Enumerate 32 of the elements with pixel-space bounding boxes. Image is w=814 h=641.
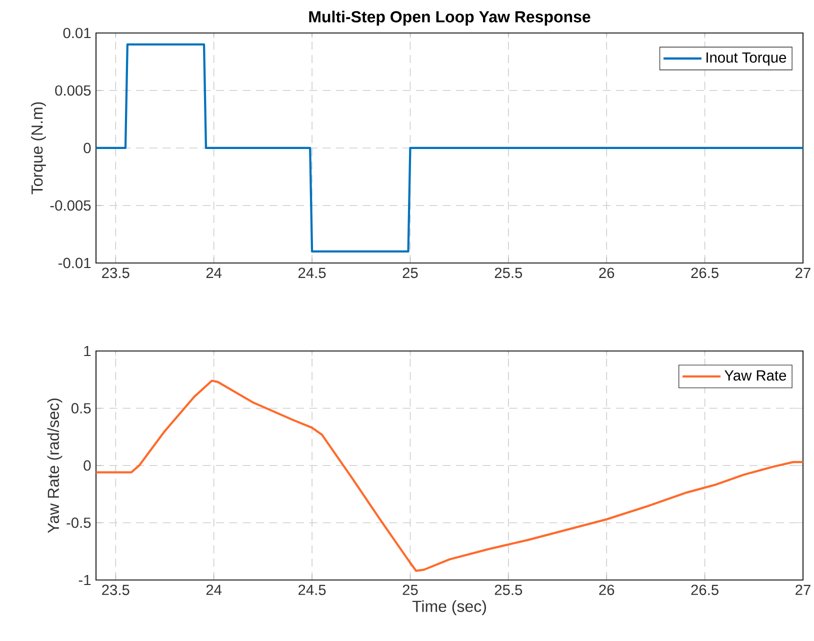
- x-tick-label: 27: [796, 584, 810, 595]
- x-tick-label: 25: [402, 584, 418, 596]
- x-axis-title: Time (sec): [412, 600, 486, 616]
- x-tick-label: 23.5: [102, 268, 130, 278]
- x-tick-label: 23.5: [102, 584, 130, 596]
- y-tick-label: 0: [84, 142, 91, 154]
- x-tick-label: 26: [599, 268, 614, 278]
- x-tick-label: 24.5: [298, 268, 326, 278]
- y-tick-label: -0.005: [50, 200, 91, 211]
- x-tick-label: 25: [402, 268, 418, 278]
- y-tick-label: -0.01: [58, 258, 91, 268]
- y-axis-title: Yaw Rate (rad/sec): [47, 398, 62, 534]
- x-tick-label: 27: [796, 268, 810, 278]
- y-tick-label: 0.5: [71, 403, 91, 414]
- y-tick-label: 0.005: [55, 85, 91, 96]
- y-tick-label: -0.5: [66, 518, 91, 528]
- y-tick-label: -1: [78, 574, 91, 586]
- y-tick-label: 1: [84, 346, 91, 356]
- y-tick-label: 0.01: [63, 28, 91, 38]
- x-tick-label: 24: [206, 268, 222, 278]
- x-tick-label: 24.5: [298, 584, 326, 596]
- legend-label: Yaw Rate: [724, 370, 786, 381]
- x-tick-label: 26.5: [691, 584, 718, 596]
- chart-title: Multi-Step Open Loop Yaw Response: [309, 10, 590, 26]
- x-tick-label: 26.5: [691, 268, 718, 278]
- x-tick-label: 24: [206, 584, 222, 595]
- x-tick-label: 25.5: [494, 584, 522, 596]
- x-tick-label: 26: [599, 584, 614, 596]
- x-tick-label: 25.5: [494, 268, 522, 278]
- legend-label: Inout Torque: [706, 52, 786, 66]
- y-axis-title: Torque (N.m): [30, 102, 46, 194]
- y-tick-label: 0: [84, 460, 91, 471]
